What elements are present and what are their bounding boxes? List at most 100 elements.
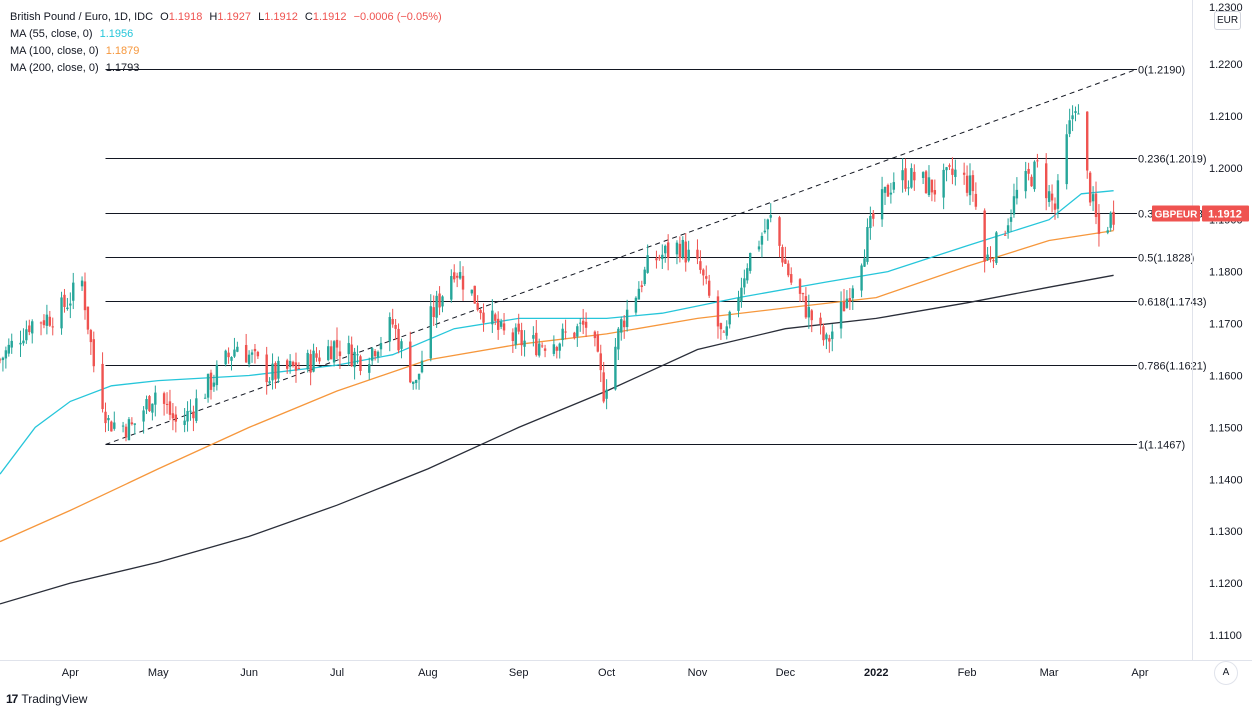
tradingview-name: TradingView [21, 692, 88, 706]
candle-body [133, 423, 137, 425]
time-tick-label: Oct [598, 667, 615, 679]
candle-body [414, 379, 418, 383]
candle-body [353, 351, 356, 368]
candle-body [1094, 193, 1098, 218]
fib-level-label: 0.236(1.2019) [1138, 154, 1207, 166]
fib-level-label: 0.5(1.1828) [1138, 253, 1194, 265]
candle-body [473, 285, 476, 304]
candle-body [910, 168, 913, 188]
candle-body [174, 414, 178, 422]
candle-body [634, 297, 638, 313]
price-tick-label: 1.1200 [1209, 578, 1243, 590]
candle-body [892, 182, 896, 190]
price-tick-label: 1.1100 [1209, 630, 1242, 642]
candle-body [1015, 189, 1019, 199]
candle-body [4, 350, 8, 359]
candle-body [757, 246, 761, 250]
candle-body [209, 372, 213, 390]
candle-body [1097, 213, 1101, 234]
candle-body [359, 356, 362, 371]
candle-body [1071, 115, 1074, 120]
candle-body [432, 307, 435, 318]
candle-body [1024, 171, 1027, 192]
candle-body [1068, 120, 1071, 134]
time-axis[interactable]: Apr May Jun Jul Aug Sep Oct Nov Dec 2022 Feb Mar Apr [0, 660, 1252, 680]
candle-body [356, 354, 359, 356]
candle-body [327, 346, 330, 361]
dashed-trendline[interactable] [105, 68, 1138, 445]
candle-body [19, 342, 22, 345]
candle-body [142, 410, 145, 422]
ma-line [0, 190, 1114, 475]
auto-scale-button[interactable]: A [1214, 661, 1238, 685]
candle-body [872, 213, 875, 219]
candle-body [224, 350, 227, 365]
candle-body [678, 243, 682, 259]
candle-body [965, 175, 969, 193]
candle-body [233, 349, 236, 357]
candle-body [921, 172, 925, 178]
candle-body [496, 318, 500, 330]
candle-body [983, 210, 986, 262]
time-tick-label: Feb [958, 667, 977, 679]
currency-button[interactable]: EUR [1214, 11, 1241, 30]
candle-body [904, 168, 907, 189]
candle-body [819, 317, 822, 325]
candle-body [842, 301, 846, 312]
candle-body [581, 320, 585, 325]
candle-body [839, 301, 843, 329]
price-tick-label: 1.1800 [1209, 267, 1243, 279]
candle-body [22, 340, 25, 344]
candle-body [458, 272, 462, 279]
candle-body [285, 360, 289, 369]
indicator-ma100[interactable]: MA (100, close, 0) 1.1879 [10, 45, 140, 57]
candle-body [863, 258, 866, 267]
candle-body [719, 323, 723, 330]
price-axis[interactable]: 1.1100 1.1200 1.1300 1.1400 1.1500 1.1600 1.17… [1192, 0, 1243, 660]
close-value: C1.1912 [304, 11, 347, 23]
candle-body [951, 168, 954, 175]
ma200-value: 1.1793 [105, 62, 140, 74]
candle-body [535, 332, 538, 356]
candle-body [924, 171, 928, 194]
indicator-ma200[interactable]: MA (200, close, 0) 1.1793 [10, 62, 140, 74]
candle-body [39, 322, 43, 324]
time-tick-label: Apr [62, 667, 79, 679]
candle-body [702, 269, 705, 276]
price-tick-label: 1.1700 [1209, 319, 1243, 331]
symbol-row[interactable]: British Pound / Euro, 1D, IDC O1.1918 H1… [10, 9, 442, 26]
ma55-value: 1.1956 [99, 28, 134, 40]
candle-body [1030, 176, 1033, 187]
indicator-ma55[interactable]: MA (55, close, 0) 1.1956 [10, 28, 134, 40]
tradingview-branding[interactable]: 17 TradingView [6, 692, 87, 706]
candle-body [206, 373, 210, 398]
candle-body [1112, 211, 1115, 225]
candle-body [429, 306, 432, 359]
candle-body [540, 345, 544, 347]
candle-body [584, 321, 588, 328]
candle-body [212, 382, 216, 387]
candle-body [617, 328, 620, 350]
candle-body [165, 403, 169, 405]
candle-body [145, 399, 148, 410]
candle-body [318, 357, 321, 362]
candle-body [766, 219, 769, 230]
candle-body [479, 310, 482, 314]
candle-body [640, 285, 643, 288]
candle-body [435, 295, 438, 318]
candle-body [494, 314, 497, 321]
candle-body [373, 351, 377, 357]
candle-body [10, 340, 13, 348]
candle-body [927, 177, 931, 196]
candle-body [643, 269, 646, 285]
candle-body [664, 245, 667, 254]
candle-body [623, 320, 626, 328]
candle-body [1091, 194, 1095, 202]
trendline[interactable] [105, 68, 1138, 445]
candle-body [1009, 217, 1013, 222]
candle-body [848, 298, 852, 302]
candle-body [86, 306, 90, 330]
candle-body [244, 344, 248, 363]
candle-body [42, 320, 46, 326]
